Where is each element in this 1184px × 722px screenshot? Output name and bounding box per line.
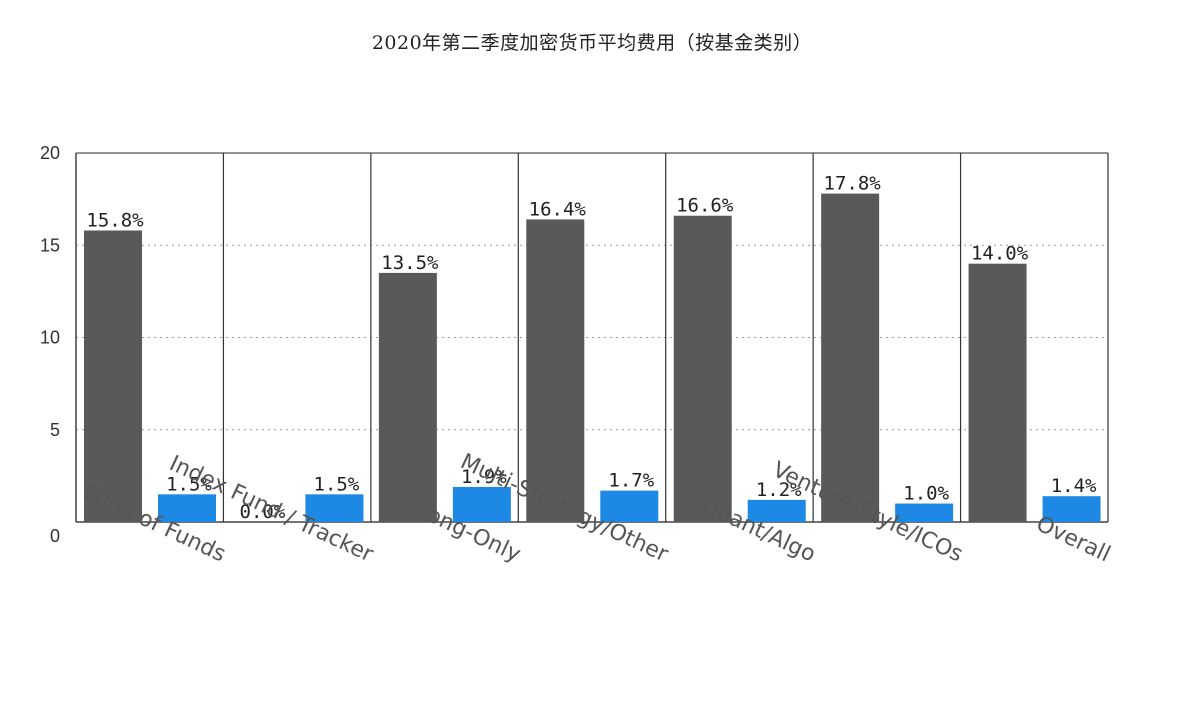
- data-label-1-0: 1.5%: [166, 473, 212, 495]
- label-layer: 15.8% 0.0% 13.5% 16.4% 16.6% 17.8% 14.0% 1.5% 1.…: [80, 173, 1114, 568]
- data-label-1-2: 1.9%: [461, 466, 507, 488]
- bar-0-4: [673, 215, 732, 523]
- bar-0-6: [968, 263, 1027, 522]
- bar-1-0: [158, 494, 216, 522]
- bar-1-6: [1042, 496, 1101, 522]
- y-tick-label-0: 0: [50, 526, 60, 546]
- bar-0-3: [526, 219, 585, 523]
- bar-0-5: [821, 193, 880, 522]
- y-tick-label-15: 15: [40, 235, 60, 255]
- data-label-1-6: 1.4%: [1051, 475, 1097, 497]
- chart-title: 2020年第二季度加密货币平均费用（按基金类别）: [371, 32, 813, 54]
- bar-1-4: [747, 499, 806, 522]
- y-tick-label-10: 10: [40, 328, 60, 348]
- y-tick-label-5: 5: [50, 420, 60, 440]
- bar-layer: [84, 193, 1101, 523]
- data-label-0-1: 0.0%: [240, 501, 286, 523]
- bar-1-1: [305, 494, 364, 522]
- bar-0-2: [378, 272, 437, 522]
- data-label-0-0: 15.8%: [86, 209, 144, 231]
- data-label-0-5: 17.8%: [824, 173, 882, 195]
- bar-1-5: [895, 503, 954, 522]
- data-label-0-6: 14.0%: [971, 243, 1029, 265]
- data-label-1-5: 1.0%: [903, 483, 949, 505]
- grid-layer: [76, 152, 1108, 431]
- bar-1-3: [600, 490, 659, 522]
- data-label-0-4: 16.6%: [676, 195, 734, 217]
- axis-layer: 0 5 10 15 20: [40, 143, 1109, 546]
- bar-1-2: [452, 486, 511, 522]
- data-label-1-3: 1.7%: [608, 470, 654, 492]
- data-label-0-3: 16.4%: [529, 198, 587, 220]
- y-tick-label-20: 20: [40, 143, 60, 163]
- data-label-0-2: 13.5%: [381, 252, 439, 274]
- data-label-1-4: 1.2%: [756, 479, 802, 501]
- bar-0-0: [84, 230, 142, 523]
- data-label-1-1: 1.5%: [314, 473, 360, 495]
